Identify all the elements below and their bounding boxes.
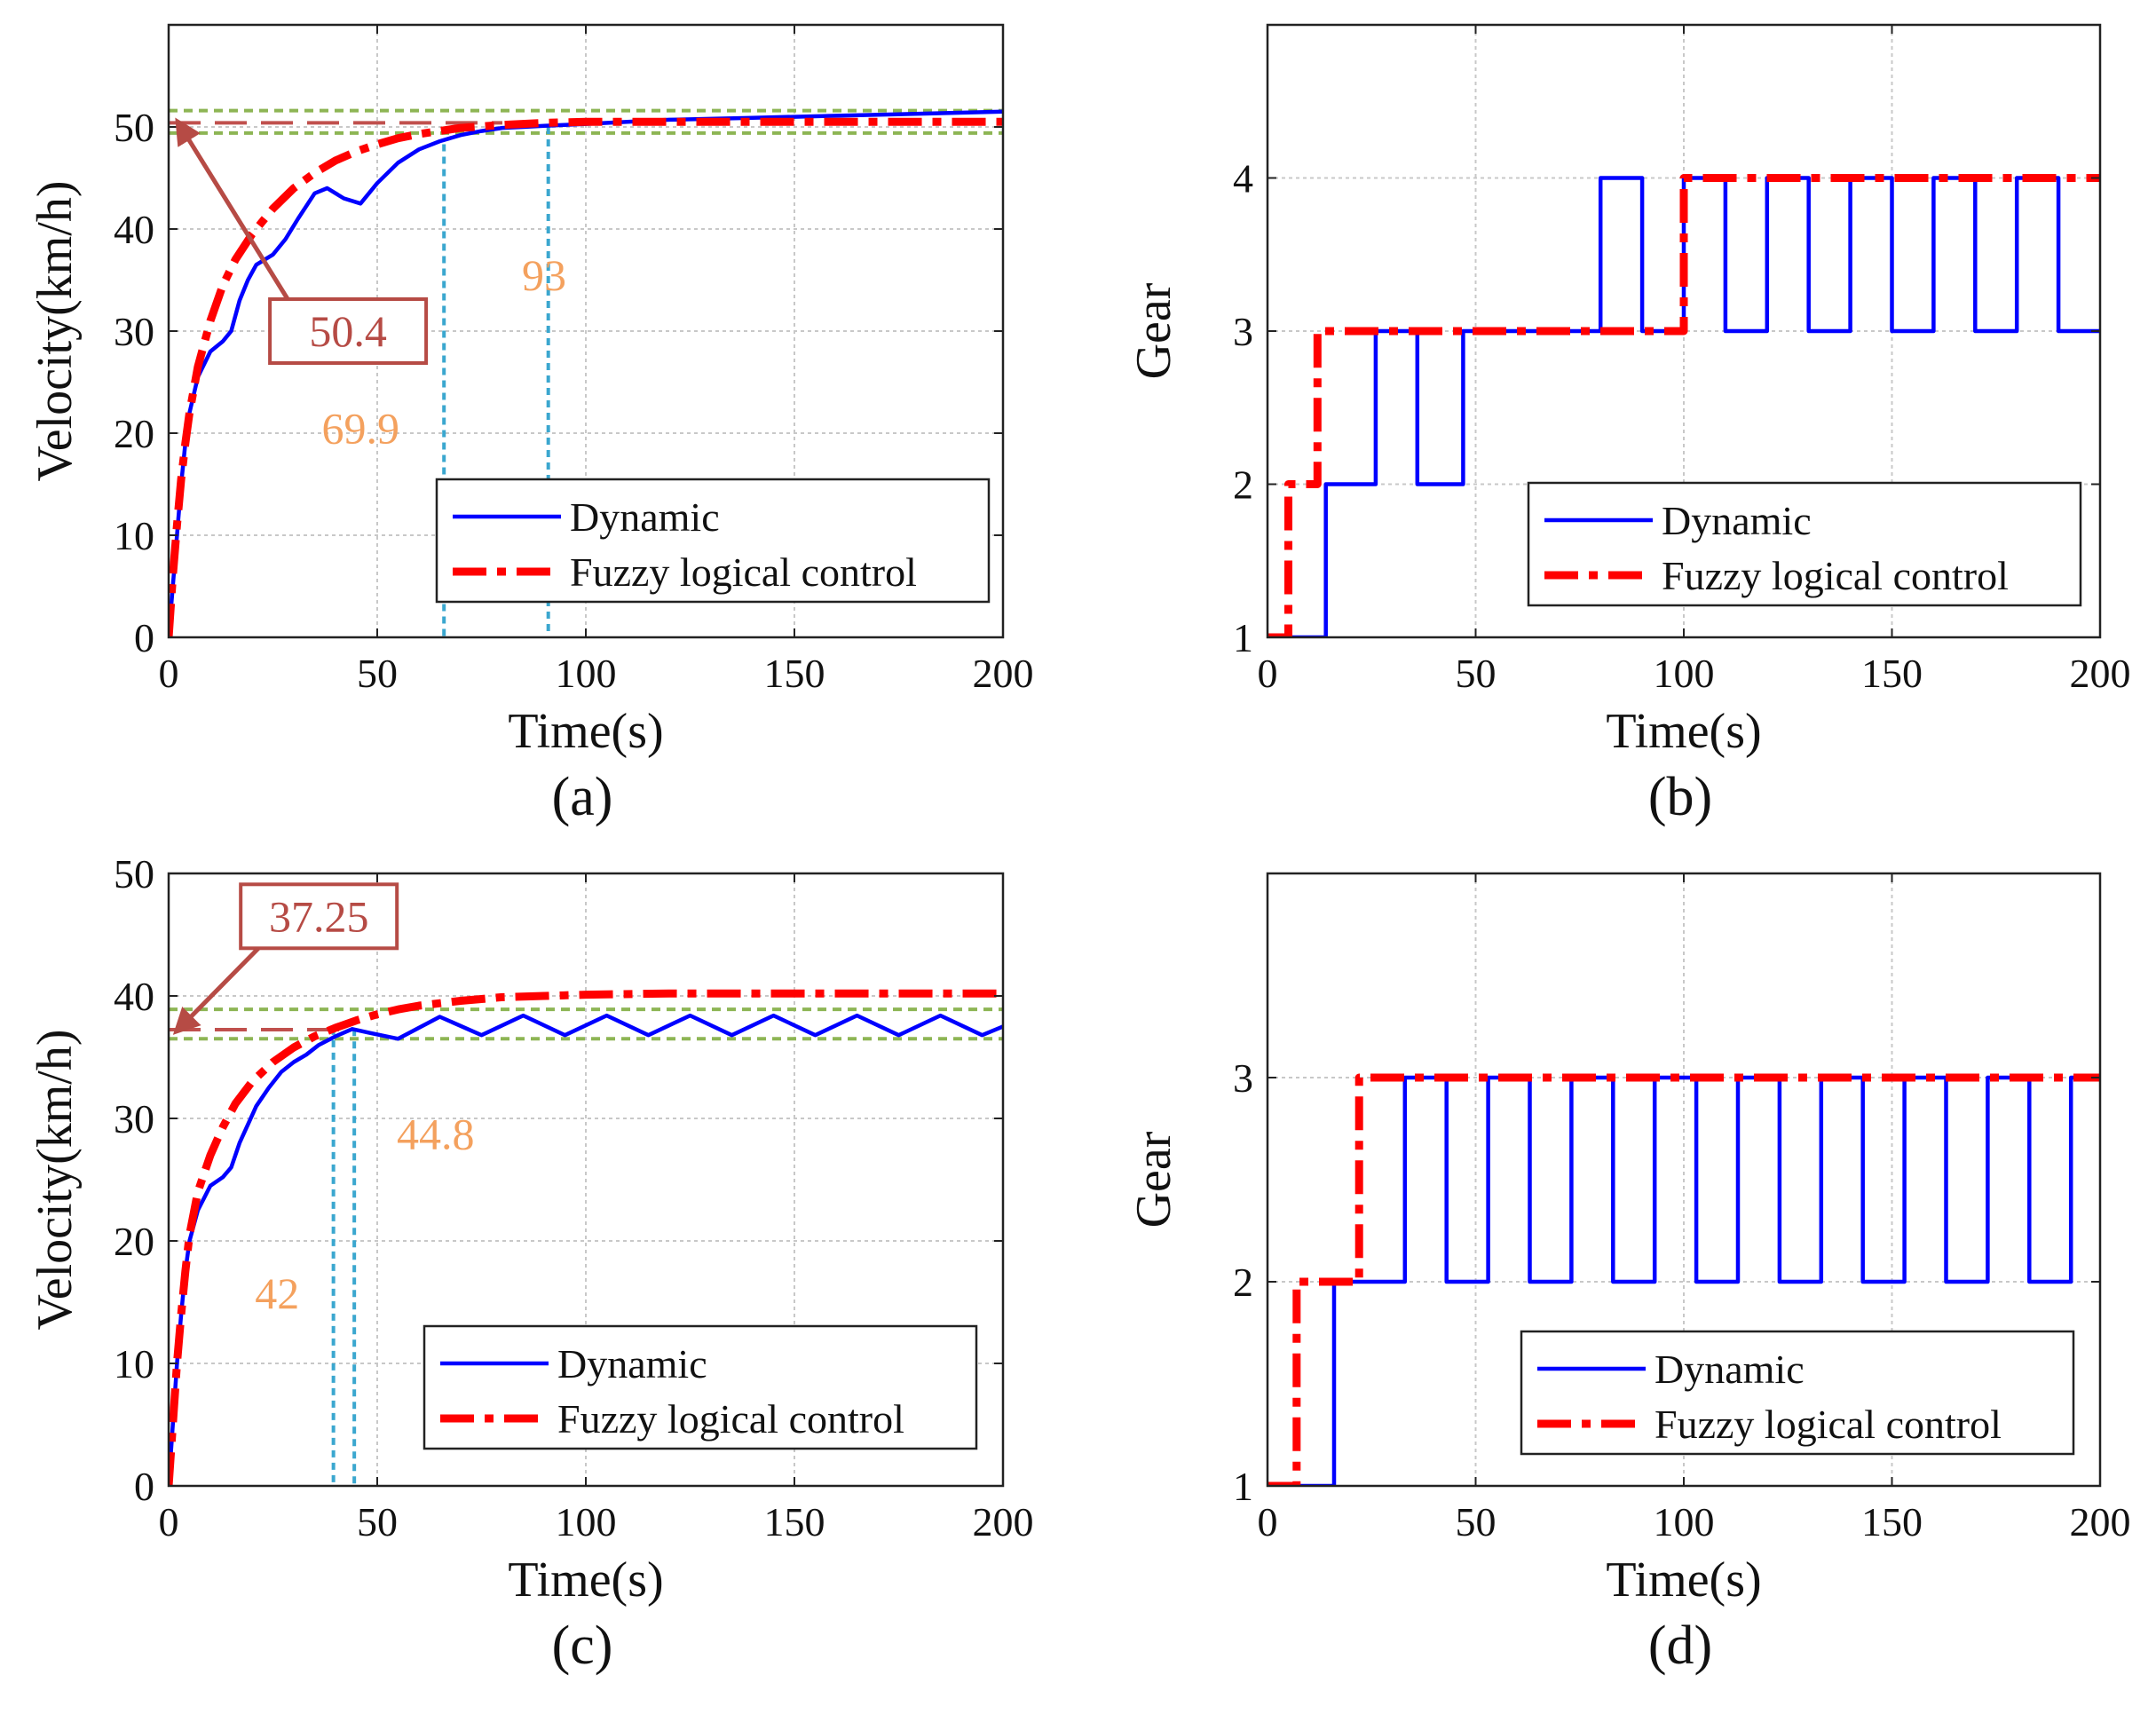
y-axis-label: Gear xyxy=(1126,1131,1181,1228)
y-tick-label: 50 xyxy=(114,851,154,897)
y-tick-label: 30 xyxy=(114,1096,154,1141)
y-tick-label: 20 xyxy=(114,1219,154,1264)
x-tick-label: 150 xyxy=(1861,651,1923,696)
x-tick-label: 100 xyxy=(556,1499,617,1544)
chart-panel-c: 0 50 100 150 200 0 10 20 30 40 50 Time(s) Velocity(k… xyxy=(28,851,1034,1676)
tick-group: 0 50 100 150 200 1 2 3 xyxy=(1233,873,2131,1544)
x-tick-label: 150 xyxy=(764,651,825,696)
y-tick-label: 40 xyxy=(114,207,154,252)
panel-label: (c) xyxy=(552,1615,613,1676)
legend-label-fuzzy: Fuzzy logical control xyxy=(1662,553,2009,598)
x-tick-label: 150 xyxy=(1861,1499,1923,1544)
series-fuzzy-line xyxy=(1268,1073,2100,1486)
legend: Dynamic Fuzzy logical control xyxy=(1520,1330,2075,1456)
x-tick-label: 50 xyxy=(357,1499,398,1544)
x-tick-label: 50 xyxy=(357,651,398,696)
callout-box xyxy=(268,297,429,365)
legend: Dynamic Fuzzy logical control xyxy=(1527,481,2082,607)
plot-area xyxy=(1268,1073,2100,1486)
x-axis-label: Time(s) xyxy=(1606,704,1761,759)
plot-area xyxy=(169,989,1003,1486)
settling-time-label: 44.8 xyxy=(397,1110,475,1159)
chart-panel-d: 0 50 100 150 200 1 2 3 Time(s) Gear (d) Dynamic Fuzz… xyxy=(1126,872,2131,1676)
tick-group: 0 50 100 150 200 1 2 3 4 xyxy=(1233,25,2131,696)
x-tick-label: 200 xyxy=(2070,1499,2131,1544)
y-tick-label: 2 xyxy=(1233,462,1253,508)
legend-label-fuzzy: Fuzzy logical control xyxy=(1655,1402,2002,1447)
legend-box xyxy=(1520,1330,2075,1456)
series-dynamic-line xyxy=(1268,1075,2100,1486)
x-tick-label: 100 xyxy=(1654,1499,1715,1544)
chart-panel-b: 0 50 100 150 200 1 2 3 4 Time(s) Gear (b) Dynamic Fuz… xyxy=(1126,23,2131,827)
callout-arrow xyxy=(175,117,290,301)
x-tick-label: 100 xyxy=(1654,651,1715,696)
x-tick-label: 50 xyxy=(1456,651,1497,696)
panel-label: (a) xyxy=(552,767,613,827)
legend-label-dynamic: Dynamic xyxy=(557,1341,707,1386)
legend-label-dynamic: Dynamic xyxy=(570,494,720,540)
x-tick-label: 200 xyxy=(973,1499,1034,1544)
y-axis-label: Velocity(km/h) xyxy=(28,180,83,481)
y-tick-label: 10 xyxy=(114,1341,154,1386)
series-fuzzy-line xyxy=(169,117,1003,637)
x-tick-label: 100 xyxy=(556,651,617,696)
y-tick-label: 3 xyxy=(1233,1055,1253,1101)
series-fuzzy-line xyxy=(169,989,1003,1486)
chart-panel-a: 0 50 100 150 200 0 10 20 30 40 50 Time(s) Velocity(k… xyxy=(28,23,1034,827)
legend: Dynamic Fuzzy logical control xyxy=(435,478,991,604)
x-tick-label: 0 xyxy=(1258,651,1278,696)
y-tick-label: 20 xyxy=(114,411,154,456)
x-axis-label: Time(s) xyxy=(508,1552,663,1608)
panel-label: (b) xyxy=(1648,767,1712,827)
x-tick-label: 0 xyxy=(1258,1499,1278,1544)
panel-label: (d) xyxy=(1648,1615,1712,1676)
callout-value: 50.4 xyxy=(309,306,387,356)
series-dynamic-line xyxy=(1268,176,2100,637)
x-tick-label: 0 xyxy=(159,651,179,696)
legend-box xyxy=(1527,481,2082,607)
y-axis-label: Velocity(km/h) xyxy=(28,1029,83,1330)
settling-time-label: 69.9 xyxy=(321,404,399,454)
y-axis-label: Gear xyxy=(1126,282,1181,379)
callout-arrow xyxy=(172,946,260,1035)
callout-box xyxy=(239,882,399,951)
y-tick-label: 1 xyxy=(1233,615,1253,660)
legend-label-fuzzy: Fuzzy logical control xyxy=(570,549,917,595)
legend-box xyxy=(435,478,991,604)
legend-label-dynamic: Dynamic xyxy=(1662,498,1812,543)
x-tick-label: 50 xyxy=(1456,1499,1497,1544)
plot-area xyxy=(1268,174,2100,637)
legend-label-dynamic: Dynamic xyxy=(1655,1347,1805,1392)
settling-time-label: 93 xyxy=(522,250,566,300)
x-tick-label: 150 xyxy=(764,1499,825,1544)
legend-box xyxy=(423,1324,978,1450)
y-tick-label: 50 xyxy=(114,105,154,150)
series-fuzzy-line xyxy=(1268,174,2100,637)
legend-label-fuzzy: Fuzzy logical control xyxy=(557,1396,904,1442)
x-tick-label: 200 xyxy=(973,651,1034,696)
x-axis-label: Time(s) xyxy=(1606,1552,1761,1608)
tick-group: 0 50 100 150 200 0 10 20 30 40 50 xyxy=(114,25,1034,696)
legend: Dynamic Fuzzy logical control xyxy=(423,1324,978,1450)
x-tick-label: 0 xyxy=(159,1499,179,1544)
y-tick-label: 1 xyxy=(1233,1464,1253,1509)
y-tick-label: 4 xyxy=(1233,156,1253,201)
gridlines xyxy=(1268,873,2100,1486)
x-tick-label: 200 xyxy=(2070,651,2131,696)
y-tick-label: 30 xyxy=(114,309,154,354)
callout-value: 37.25 xyxy=(269,891,369,941)
x-axis-label: Time(s) xyxy=(508,704,663,759)
y-tick-label: 3 xyxy=(1233,309,1253,354)
y-tick-label: 40 xyxy=(114,974,154,1019)
y-tick-label: 10 xyxy=(114,513,154,558)
gridlines xyxy=(169,873,1003,1486)
settling-time-label: 42 xyxy=(255,1268,299,1318)
y-tick-label: 0 xyxy=(134,615,154,660)
y-tick-label: 0 xyxy=(134,1464,154,1509)
tick-group: 0 50 100 150 200 0 10 20 30 40 50 xyxy=(114,851,1034,1544)
y-tick-label: 2 xyxy=(1233,1260,1253,1305)
